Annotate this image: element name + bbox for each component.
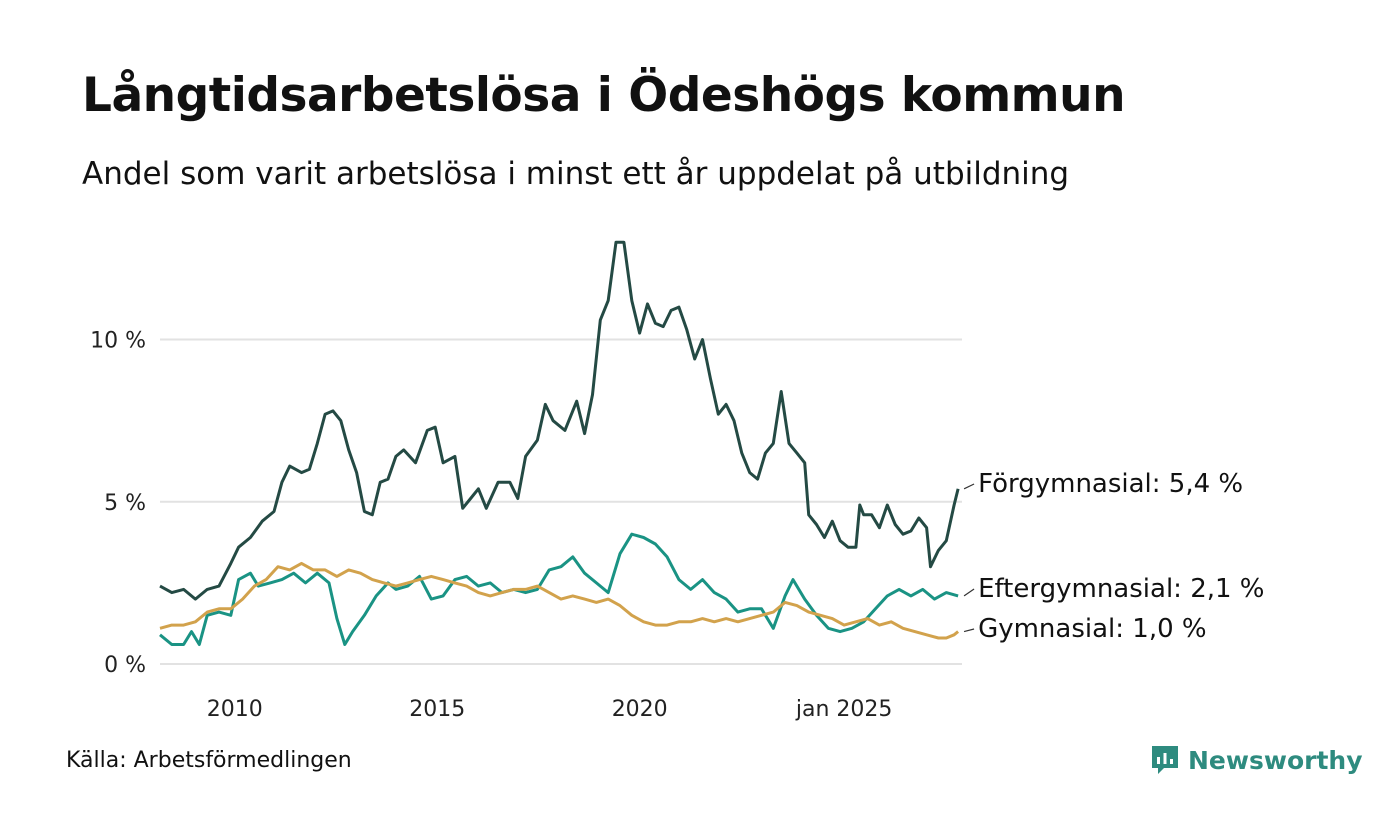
series-end-label: Förgymnasial: 5,4 % — [978, 469, 1243, 499]
series-label-connector — [963, 483, 975, 490]
x-tick-label: 2020 — [612, 697, 668, 722]
series-line-förgymnasial — [159, 240, 960, 601]
series-label-connector — [963, 628, 975, 633]
brand-logo: Newsworthy — [1150, 744, 1363, 776]
series-end-label: Gymnasial: 1,0 % — [978, 614, 1207, 644]
brand-name: Newsworthy — [1188, 745, 1363, 775]
series-label-connector — [963, 588, 975, 597]
chart-subtitle: Andel som varit arbetslösa i minst ett å… — [82, 156, 1070, 192]
y-tick-label: 5 % — [104, 491, 146, 516]
x-tick-label: 2010 — [207, 697, 263, 722]
series-end-label: Eftergymnasial: 2,1 % — [978, 574, 1264, 604]
series-line-gymnasial — [159, 561, 960, 640]
source-note: Källa: Arbetsförmedlingen — [66, 748, 352, 773]
newsworthy-icon — [1152, 746, 1178, 774]
x-tick-label: jan 2025 — [795, 697, 893, 722]
chart-title: Långtidsarbetslösa i Ödeshögs kommun — [82, 68, 1126, 123]
y-tick-label: 0 % — [104, 653, 146, 678]
y-tick-label: 10 % — [90, 329, 146, 354]
series-line-eftergymnasial — [159, 532, 959, 646]
x-tick-label: 2015 — [409, 697, 465, 722]
